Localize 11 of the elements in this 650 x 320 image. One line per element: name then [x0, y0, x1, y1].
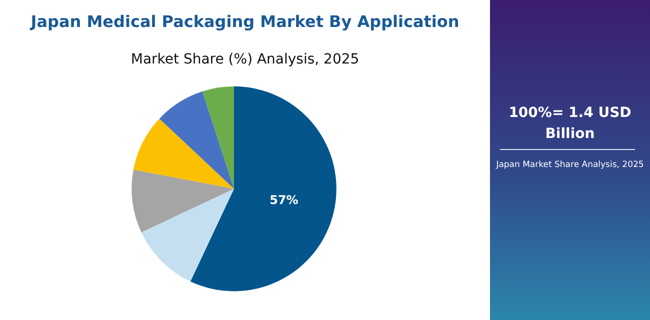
pie-slice — [159, 91, 234, 189]
text: Japan Market Share Analysis, 2025 — [494, 160, 645, 170]
chart-subtitle: Market Share (%) Analysis, 2025 — [130, 51, 360, 68]
chart-title: Japan Medical Packaging Market By Application — [30, 12, 460, 32]
pie-slice — [202, 86, 234, 189]
pie-slice — [133, 118, 234, 189]
data-label: 57% — [270, 192, 298, 207]
pie-slice — [190, 86, 336, 292]
text: 100%= 1.4 USD Billion — [508, 104, 632, 144]
pie-slice — [141, 188, 234, 282]
pie-slice — [132, 170, 234, 232]
